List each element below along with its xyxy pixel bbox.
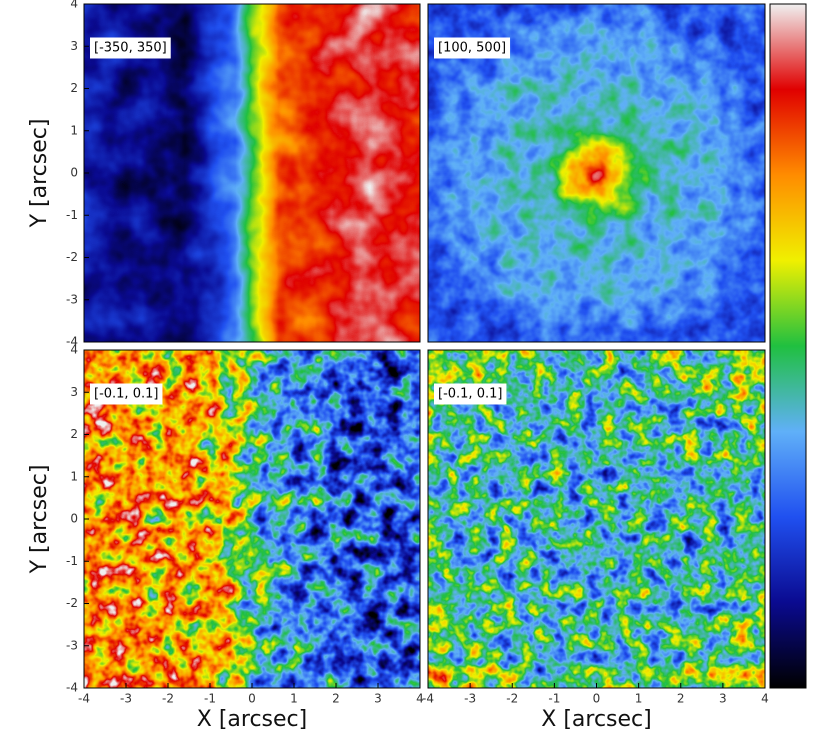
colorbar — [769, 3, 807, 689]
panel-frame — [427, 3, 766, 343]
y-tick-label: 0 — [70, 512, 78, 526]
y-tick-label: 3 — [70, 385, 78, 399]
x-tick-label: 0 — [593, 692, 601, 706]
x-tick-label: -2 — [162, 692, 174, 706]
y-tick-label: 4 — [70, 0, 78, 11]
y-tick-label: -4 — [66, 335, 78, 349]
x-tick-label: -3 — [120, 692, 132, 706]
y-axis-label: Y [arcsec] — [27, 119, 52, 229]
y-tick-label: 2 — [70, 427, 78, 441]
x-tick-label: -3 — [464, 692, 476, 706]
x-tick-label: 3 — [719, 692, 727, 706]
y-tick-label: -2 — [66, 596, 78, 610]
y-tick-label: 4 — [70, 343, 78, 357]
annotation-box — [90, 37, 171, 59]
x-tick-label: 4 — [761, 692, 769, 706]
panel-annotation: [-350, 350] — [94, 41, 167, 56]
x-tick-label: -2 — [506, 692, 518, 706]
heatmap-image — [84, 350, 420, 688]
x-tick-label: 1 — [290, 692, 298, 706]
x-axis-label: X [arcsec] — [197, 707, 307, 732]
y-tick-label: -3 — [66, 638, 78, 652]
y-tick-label: -1 — [66, 554, 78, 568]
y-tick-label: -3 — [66, 292, 78, 306]
y-tick-label: -4 — [66, 681, 78, 695]
x-tick-label: -1 — [204, 692, 216, 706]
y-axis-label: Y [arcsec] — [27, 465, 52, 575]
panel-annotation: [100, 500] — [438, 41, 506, 56]
annotation-box — [90, 383, 163, 405]
y-tick-label: 2 — [70, 81, 78, 95]
x-tick-label: 4 — [416, 692, 424, 706]
x-tick-label: 1 — [635, 692, 643, 706]
x-axis-label: X [arcsec] — [541, 707, 651, 732]
x-tick-label: -4 — [422, 692, 434, 706]
x-tick-label: -4 — [78, 692, 90, 706]
annotation-box — [434, 383, 507, 405]
panel-annotation: [-0.1, 0.1] — [94, 387, 158, 402]
y-tick-label: 3 — [70, 39, 78, 53]
y-tick-label: 1 — [70, 469, 78, 483]
x-tick-label: 0 — [248, 692, 256, 706]
heatmap-image — [428, 4, 765, 342]
x-tick-label: 2 — [332, 692, 340, 706]
y-tick-label: -2 — [66, 250, 78, 264]
x-tick-label: -1 — [548, 692, 560, 706]
heatmap-image — [84, 4, 420, 342]
y-tick-label: 0 — [70, 166, 78, 180]
y-tick-label: -1 — [66, 208, 78, 222]
annotation-box — [434, 37, 511, 59]
panel-annotation: [-0.1, 0.1] — [438, 387, 502, 402]
heatmap-image — [428, 350, 765, 688]
y-tick-label: 1 — [70, 123, 78, 137]
x-tick-label: 3 — [374, 692, 382, 706]
x-tick-label: 2 — [677, 692, 685, 706]
